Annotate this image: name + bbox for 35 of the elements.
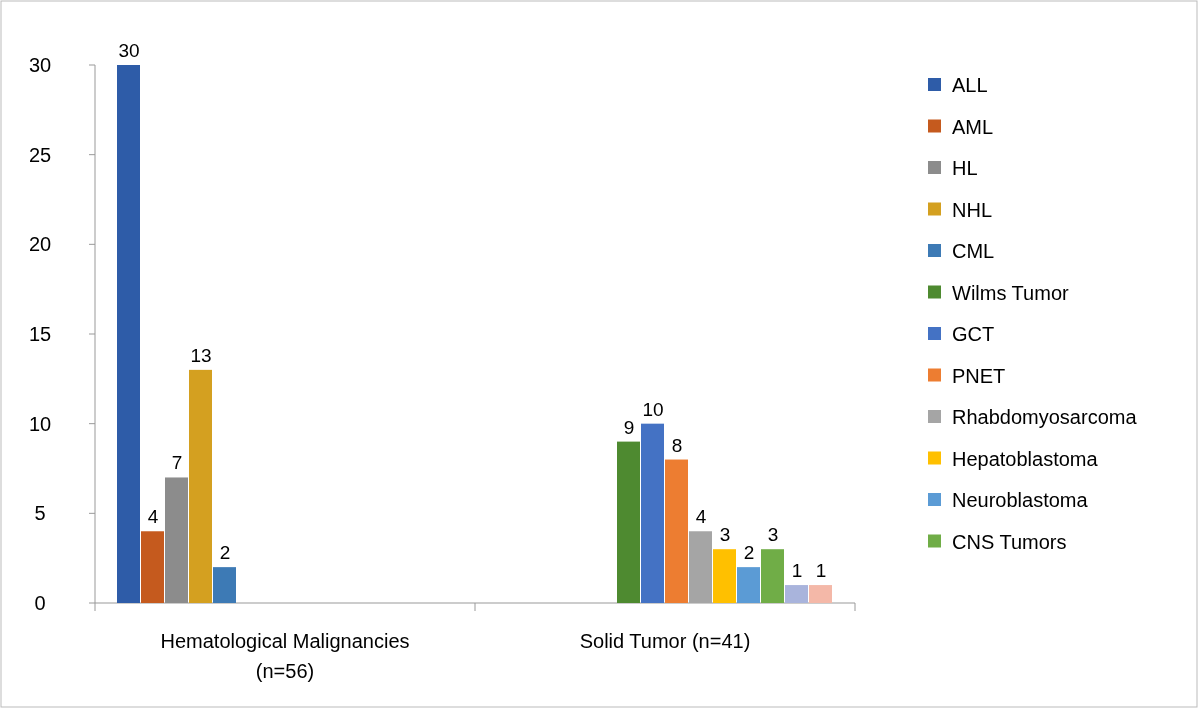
data-label: 2 bbox=[219, 542, 231, 564]
y-tick-label: 25 bbox=[28, 143, 52, 166]
y-tick-label: 10 bbox=[28, 412, 52, 435]
y-tick-label: 20 bbox=[28, 233, 52, 256]
y-tick-label: 15 bbox=[28, 323, 52, 345]
data-label: 7 bbox=[171, 452, 183, 474]
x-tick-label: Solid Tumor (n=41) bbox=[579, 630, 751, 652]
y-tick-label: 0 bbox=[34, 592, 46, 614]
legend-label: GCT bbox=[952, 323, 995, 345]
data-label: 3 bbox=[767, 524, 779, 546]
legend-label: Rhabdomyosarcoma bbox=[952, 406, 1138, 428]
data-label: 8 bbox=[671, 434, 683, 456]
legend-label: Wilms Tumor bbox=[952, 281, 1069, 304]
legend-label: AML bbox=[952, 115, 994, 138]
data-label: 13 bbox=[190, 344, 212, 366]
data-label: 3 bbox=[719, 524, 731, 546]
data-label: 2 bbox=[743, 542, 755, 564]
legend-label: Neuroblastoma bbox=[952, 489, 1089, 511]
legend-label: NHL bbox=[952, 198, 993, 221]
data-label: 10 bbox=[642, 398, 664, 420]
y-tick-label: 30 bbox=[28, 54, 52, 76]
y-tick-label: 5 bbox=[34, 502, 46, 525]
legend-label: ALL bbox=[952, 74, 988, 96]
data-label: 1 bbox=[791, 560, 803, 582]
legend-label: HL bbox=[952, 157, 978, 179]
legend-label: CNS Tumors bbox=[952, 530, 1067, 553]
data-label: 1 bbox=[815, 560, 827, 582]
legend-label: PNET bbox=[952, 364, 1006, 387]
data-label: 4 bbox=[147, 506, 159, 528]
x-tick-label: Hematological Malignancies (n=56) bbox=[160, 630, 410, 682]
data-label: 9 bbox=[623, 416, 635, 438]
legend-label: Hepatoblastoma bbox=[952, 447, 1099, 470]
data-label: 30 bbox=[118, 40, 140, 61]
data-label: 4 bbox=[695, 506, 707, 528]
legend-label: CML bbox=[952, 240, 995, 262]
